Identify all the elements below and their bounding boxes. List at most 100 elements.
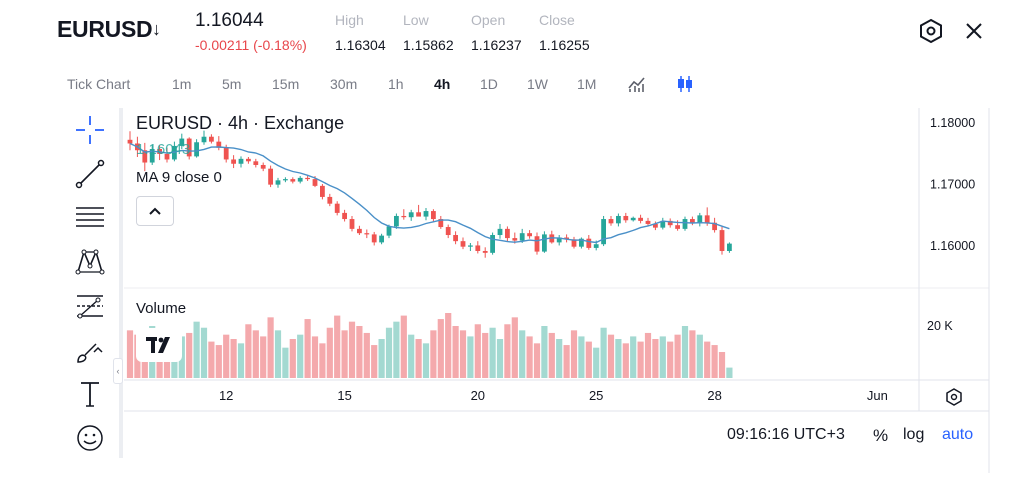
tf-1mo[interactable]: 1M [577, 76, 597, 92]
volume-bar [260, 336, 267, 378]
candle-body [394, 215, 399, 227]
candle-body [201, 136, 207, 143]
tf-5m[interactable]: 5m [222, 76, 242, 92]
candle-body [186, 138, 192, 157]
volume-bar [415, 339, 422, 378]
volume-bar [437, 319, 444, 378]
candle-body [253, 161, 259, 165]
candle-body [660, 220, 666, 228]
tf-1d[interactable]: 1D [480, 76, 498, 92]
candle-body [371, 234, 377, 243]
log-scale-toggle[interactable]: log [903, 426, 925, 443]
tf-30m[interactable]: 30m [330, 76, 358, 92]
axes: 1.18000 1.17000 1.16000 20 K 12 15 20 25 28 Jun [219, 116, 975, 406]
volume-bar [630, 336, 637, 378]
volume-bar [459, 330, 467, 378]
volume-bar [230, 339, 237, 378]
candle-body [179, 138, 185, 146]
volume-bar [363, 332, 370, 378]
ohlc-open-label: Open [471, 12, 506, 28]
trend-line-icon[interactable] [74, 158, 106, 190]
volume-bar [519, 330, 526, 378]
time-readout: 09:16:16 UTC+3 [727, 426, 845, 443]
timeframe-bar: Tick Chart 1m 5m 15m 30m 1h 4h 1D 1W 1M [0, 70, 1024, 100]
candle-body [164, 153, 170, 160]
candle-body [534, 236, 540, 252]
candle-body [327, 196, 333, 204]
brush-icon[interactable] [74, 334, 106, 366]
legend-ma[interactable]: MA 9 close 0 [136, 169, 222, 186]
percent-scale-toggle[interactable]: % [873, 426, 889, 445]
volume-bar [319, 343, 326, 378]
candle-body [630, 217, 636, 221]
candle-body [490, 235, 495, 253]
auto-scale-toggle[interactable]: auto [942, 426, 974, 443]
volume-bar [200, 327, 208, 378]
volume-bar [489, 327, 496, 378]
time-tick-label: 28 [707, 388, 721, 403]
projection-icon[interactable] [74, 290, 106, 322]
candle-body [468, 245, 473, 247]
volume-bar [452, 326, 459, 378]
volume-bar [726, 367, 733, 378]
tf-4h[interactable]: 4h [434, 76, 451, 92]
volume-bar [637, 341, 644, 378]
candles-icon[interactable] [675, 75, 695, 93]
pattern-icon[interactable] [74, 246, 106, 278]
indicators-icon[interactable] [627, 75, 647, 93]
crosshair-icon[interactable] [74, 114, 106, 146]
chart-area[interactable]: 1.18000 1.17000 1.16000 20 K 12 15 20 25 28 Jun E… [124, 108, 1024, 473]
candle-body [209, 136, 214, 142]
legend-collapse-button[interactable] [136, 196, 174, 226]
volume-bar [585, 341, 592, 378]
volume-bars [126, 313, 733, 378]
volume-bar [237, 343, 245, 378]
collapse-toolbar-icon[interactable]: ‹ [113, 358, 123, 384]
volume-bar [408, 334, 415, 378]
volume-tick-label: 20 K [927, 319, 953, 333]
chart-type-selector[interactable]: Tick Chart [67, 76, 131, 92]
text-icon[interactable] [74, 378, 106, 410]
tf-15m[interactable]: 15m [272, 76, 300, 92]
candle-body [512, 238, 518, 241]
candle-body [431, 211, 436, 220]
candle-body [556, 237, 562, 243]
candle-body [408, 212, 414, 218]
fib-lines-icon[interactable] [74, 202, 106, 234]
tf-1h[interactable]: 1h [388, 76, 404, 92]
volume-bar [681, 326, 689, 378]
candle-body [667, 220, 673, 226]
settings-hex-icon[interactable] [918, 18, 944, 44]
candle-body [527, 233, 532, 237]
volume-bar [496, 339, 504, 378]
ohlc-close: Close 1.16255 [539, 12, 590, 53]
chart-canvas[interactable]: 1.18000 1.17000 1.16000 20 K 12 15 20 25 28 Jun [124, 108, 1024, 473]
candle-body [542, 234, 547, 252]
candle-body [260, 164, 266, 169]
direction-arrow-icon: ↓ [152, 19, 161, 39]
candle-body [616, 215, 621, 224]
volume-bar [289, 339, 296, 378]
ohlc-high-value: 1.16304 [335, 37, 386, 53]
volume-bar [600, 327, 607, 378]
tf-1m[interactable]: 1m [172, 76, 192, 92]
symbol-name[interactable]: EURUSD [57, 16, 153, 42]
candle-body [357, 228, 362, 234]
ohlc-open-value: 1.16237 [471, 37, 522, 53]
volume-bar [378, 339, 385, 378]
volume-bar [704, 341, 711, 378]
close-icon[interactable] [961, 18, 987, 44]
candle-body [268, 168, 273, 185]
tf-1w[interactable]: 1W [527, 76, 548, 92]
candle-body [497, 228, 503, 236]
ohlc-high: High 1.16304 [335, 12, 386, 53]
emoji-icon[interactable] [74, 422, 106, 454]
volume-bar [156, 347, 163, 378]
volume-label[interactable]: Volume [136, 300, 187, 317]
volume-bar [356, 326, 363, 378]
volume-bar [393, 321, 400, 378]
candle-body [423, 211, 429, 217]
candle-body [290, 179, 296, 182]
candle-body [401, 215, 407, 218]
volume-bar [445, 313, 452, 378]
